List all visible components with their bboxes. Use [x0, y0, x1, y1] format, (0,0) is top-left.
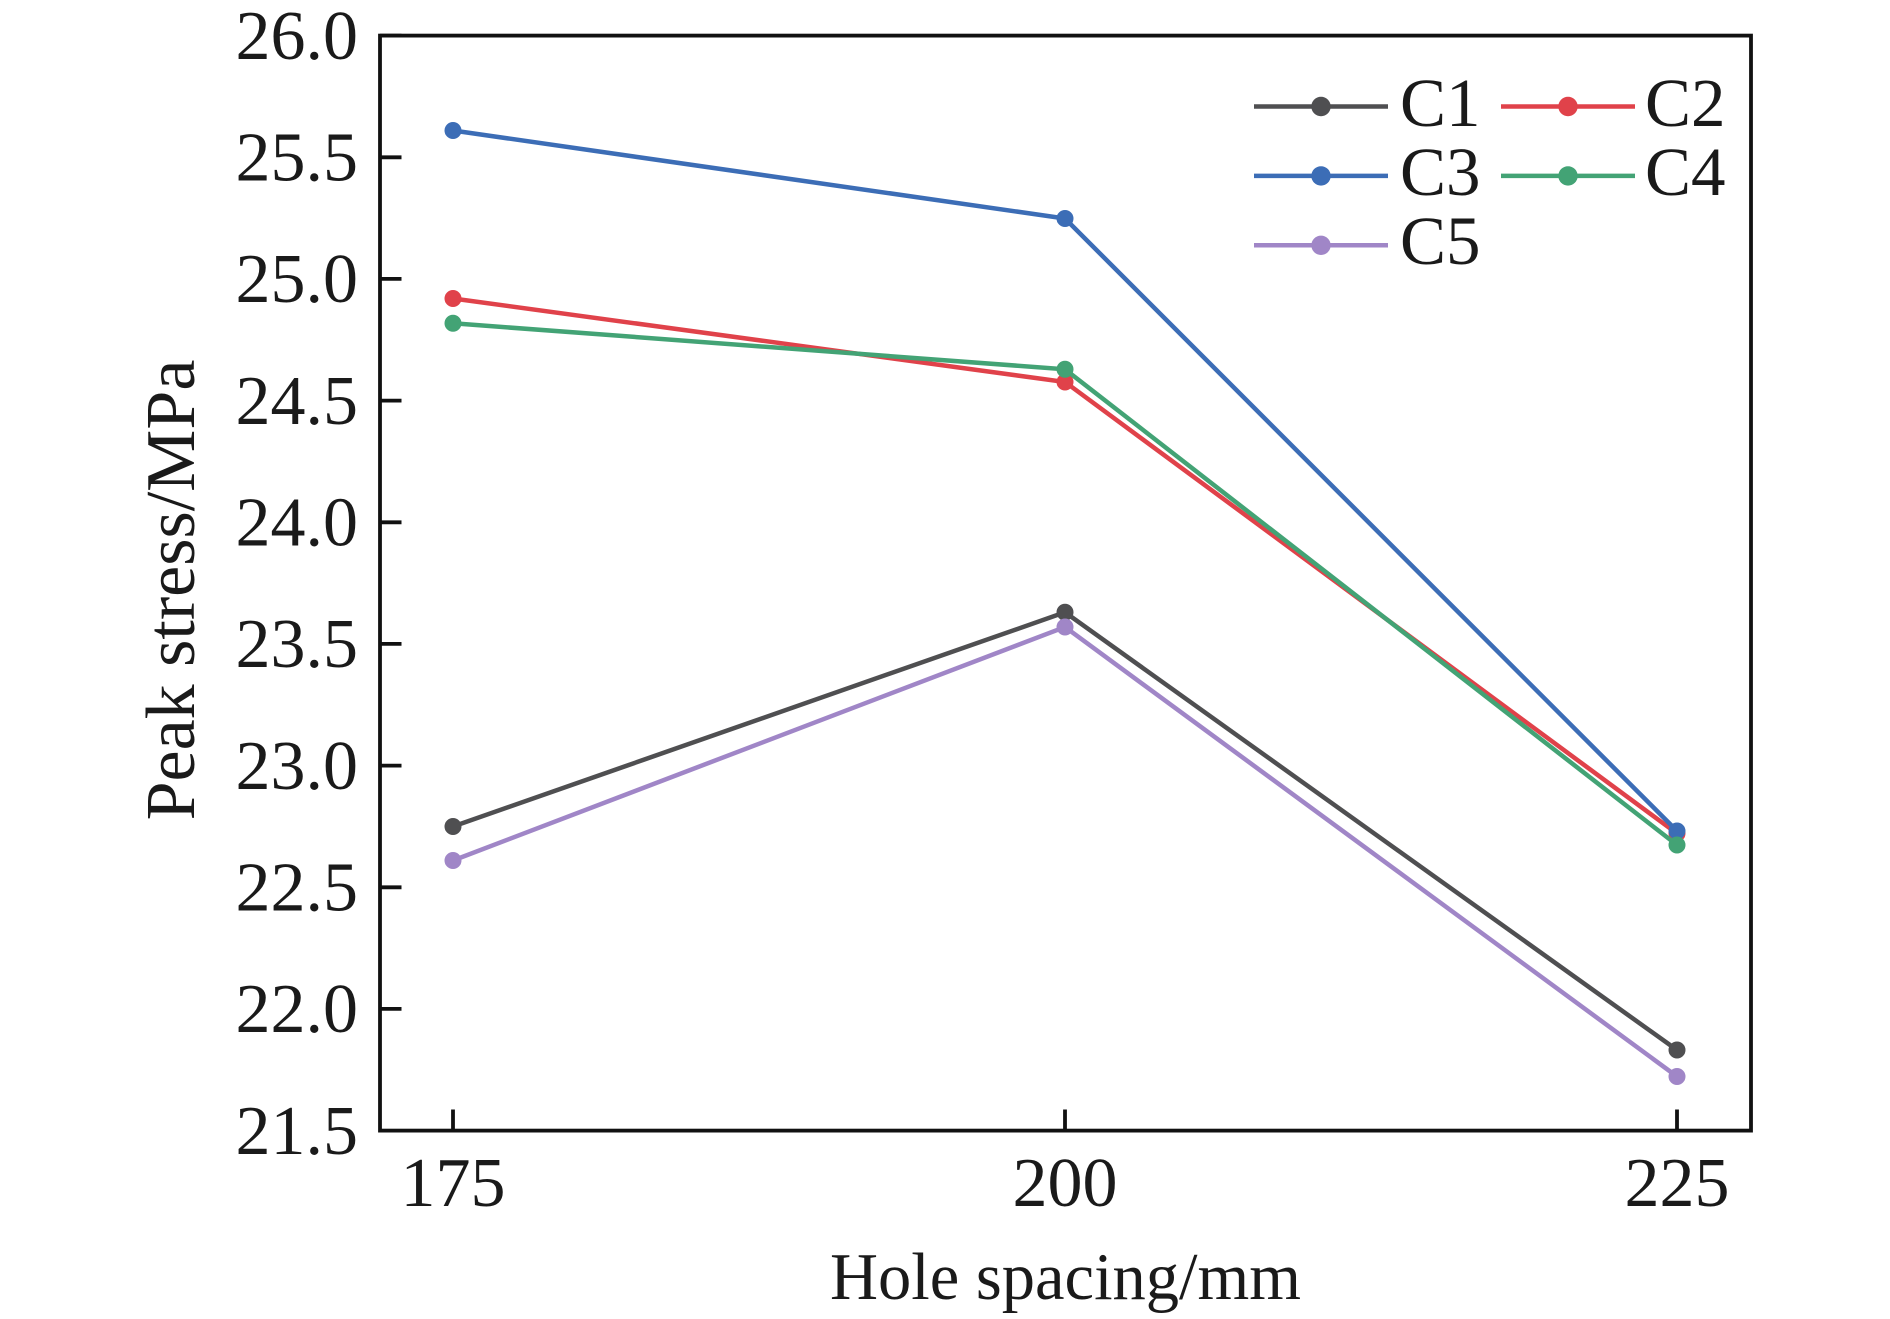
svg-text:23.0: 23.0: [236, 728, 359, 805]
svg-text:C1: C1: [1400, 65, 1481, 141]
svg-text:25.0: 25.0: [236, 241, 359, 318]
svg-text:24.5: 24.5: [236, 363, 359, 440]
svg-text:Hole spacing/mm: Hole spacing/mm: [830, 1241, 1301, 1314]
svg-text:C3: C3: [1400, 134, 1481, 210]
svg-text:21.5: 21.5: [236, 1093, 359, 1170]
svg-text:C5: C5: [1400, 203, 1481, 279]
svg-text:200: 200: [1013, 1145, 1118, 1222]
svg-text:22.5: 22.5: [236, 850, 359, 927]
svg-text:26.0: 26.0: [236, 0, 359, 75]
svg-text:225: 225: [1625, 1145, 1730, 1222]
svg-text:24.0: 24.0: [236, 485, 359, 562]
svg-text:22.0: 22.0: [236, 971, 359, 1048]
svg-text:C2: C2: [1645, 65, 1726, 141]
svg-text:C4: C4: [1645, 134, 1726, 210]
svg-text:Peak stress/MPa: Peak stress/MPa: [133, 360, 210, 821]
svg-text:25.5: 25.5: [236, 120, 359, 197]
svg-text:23.5: 23.5: [236, 606, 359, 683]
svg-text:175: 175: [401, 1145, 506, 1222]
